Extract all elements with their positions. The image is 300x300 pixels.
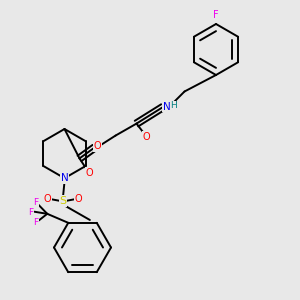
Text: F: F (33, 218, 38, 227)
Text: O: O (94, 141, 101, 152)
Text: O: O (142, 131, 150, 142)
Text: F: F (213, 10, 219, 20)
Text: O: O (44, 194, 51, 204)
Text: N: N (61, 173, 68, 183)
Text: H: H (170, 101, 176, 110)
Text: F: F (28, 208, 33, 217)
Text: O: O (85, 167, 93, 178)
Text: F: F (33, 198, 38, 207)
Text: S: S (59, 196, 67, 206)
Text: N: N (163, 101, 170, 112)
Text: O: O (75, 194, 83, 204)
